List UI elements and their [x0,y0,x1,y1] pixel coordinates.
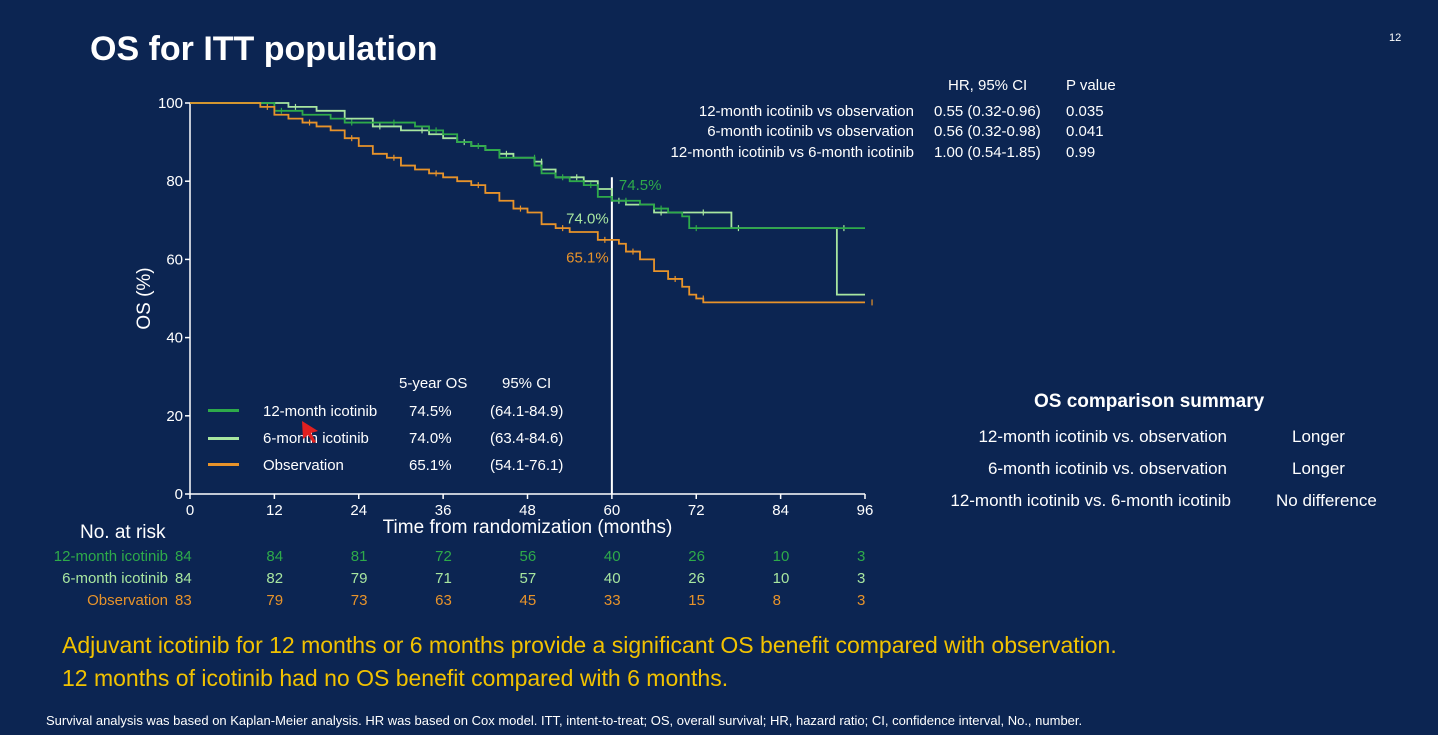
risk-value: 3 [857,548,866,565]
hr-row-value: 1.00 (0.54-1.85) [934,144,1041,161]
summary-row-result: Longer [1292,459,1345,478]
x-tick-label: 0 [186,502,194,519]
risk-value: 79 [266,592,284,609]
legend-os: 74.0% [409,430,452,447]
risk-value: 79 [350,570,368,587]
y-tick-label: 100 [158,95,183,112]
conclusion-line-2: 12 months of icotinib had no OS benefit … [62,665,729,691]
legend-label: 12-month icotinib [263,403,378,420]
legend-ci: (54.1-76.1) [490,457,564,474]
hr-row-p: 0.041 [1066,123,1104,140]
x-tick-label: 96 [857,502,874,519]
conclusion-line-1: Adjuvant icotinib for 12 months or 6 mon… [62,632,1117,658]
risk-value: 15 [688,592,705,609]
legend-header-os: 5-year OS [399,375,468,392]
risk-value: 10 [772,570,790,587]
risk-value: 84 [175,570,192,587]
x-tick-label: 36 [435,502,452,519]
risk-value: 26 [688,548,705,565]
risk-title: No. at risk [80,522,166,543]
hr-row-label: 6-month icotinib vs observation [707,123,914,140]
summary-row-label: 6-month icotinib vs. observation [987,459,1227,478]
survival-curve [190,102,865,296]
x-tick-label: 48 [519,502,536,519]
hr-row-label: 12-month icotinib vs 6-month icotinib [670,144,914,161]
risk-value: 56 [519,548,537,565]
hr-row-value: 0.55 (0.32-0.96) [934,103,1041,120]
risk-value: 72 [435,548,452,565]
risk-row-label: 12-month icotinib [53,548,168,565]
risk-value: 33 [603,592,621,609]
legend-os: 74.5% [409,403,452,420]
risk-value: 73 [350,592,368,609]
curve-annotation: 74.5% [619,177,662,194]
risk-value: 83 [175,592,192,609]
x-tick-label: 12 [266,502,283,519]
y-axis-label: OS (%) [134,267,155,329]
footnote: Survival analysis was based on Kaplan-Me… [46,713,1083,728]
risk-value: 26 [688,570,705,587]
page-number: 12 [1389,32,1402,44]
legend-header-ci: 95% CI [502,375,552,392]
x-tick-label: 72 [688,502,705,519]
summary-row-label: 12-month icotinib vs. 6-month icotinib [950,491,1231,510]
hr-header: HR, 95% CI [948,77,1028,94]
summary-title: OS comparison summary [1034,391,1265,412]
risk-value: 57 [519,570,537,587]
legend-label: 6-month icotinib [263,430,369,447]
risk-value: 40 [603,570,621,587]
y-tick-label: 80 [166,173,183,190]
curve-annotation: 65.1% [566,249,609,266]
y-tick-label: 0 [175,486,183,503]
risk-value: 3 [857,570,866,587]
hr-row-label: 12-month icotinib vs observation [698,103,914,120]
legend-ci: (63.4-84.6) [490,430,564,447]
hr-row-value: 0.56 (0.32-0.98) [934,123,1041,140]
curve-annotation: 74.0% [566,210,609,227]
survival-curve [190,102,865,304]
summary-row-result: Longer [1292,427,1345,446]
legend-label: Observation [263,457,344,474]
slide-title: OS for ITT population [90,30,438,68]
hr-row-p: 0.99 [1066,144,1096,161]
risk-value: 81 [350,548,368,565]
y-tick-label: 20 [166,408,183,425]
legend-ci: (64.1-84.9) [490,403,564,420]
summary-row-label: 12-month icotinib vs. observation [978,427,1227,446]
risk-value: 45 [519,592,537,609]
legend-os: 65.1% [409,457,452,474]
risk-value: 63 [435,592,452,609]
legend-swatch-observation [208,463,239,466]
x-tick-label: 60 [604,502,621,519]
risk-value: 82 [266,570,284,587]
x-tick-label: 84 [772,502,789,519]
y-tick-label: 60 [166,251,183,268]
y-tick-label: 40 [166,330,183,347]
hr-row-p: 0.035 [1066,103,1104,120]
risk-value: 40 [603,548,621,565]
risk-row-label: 6-month icotinib [62,570,168,587]
risk-row-label: Observation [87,592,168,609]
x-tick-label: 24 [350,502,367,519]
risk-value: 84 [266,548,284,565]
risk-value: 10 [772,548,790,565]
legend-swatch-6-month [208,437,239,440]
risk-value: 8 [772,592,781,609]
x-axis-label: Time from randomization (months) [383,517,673,538]
risk-value: 71 [435,570,452,587]
risk-value: 3 [857,592,866,609]
risk-value: 84 [175,548,192,565]
legend-swatch-12-month [208,409,239,412]
p-header: P value [1066,77,1116,94]
summary-row-result: No difference [1276,491,1377,510]
